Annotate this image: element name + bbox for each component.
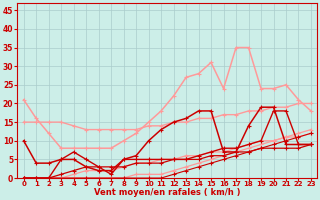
X-axis label: Vent moyen/en rafales ( km/h ): Vent moyen/en rafales ( km/h ) (94, 188, 241, 197)
